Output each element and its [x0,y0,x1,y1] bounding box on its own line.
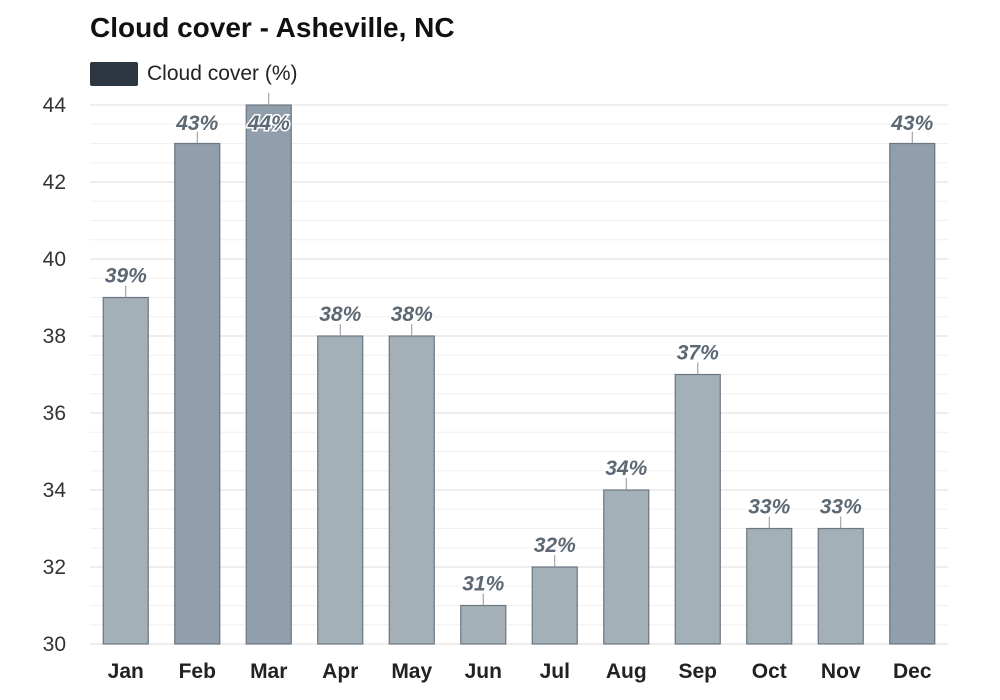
y-tick-label: 36 [43,402,66,425]
chart-title: Cloud cover - Asheville, NC [90,12,455,43]
x-tick-label: Dec [893,660,932,683]
bar [317,335,364,645]
data-label: 33% [748,496,790,519]
x-tick-label: Nov [821,660,861,683]
x-tick-label: Feb [179,660,216,683]
data-label: 31% [462,573,504,596]
data-label: 43% [890,112,933,135]
data-label: 43% [175,112,218,135]
bar [245,104,292,645]
y-tick-label: 30 [43,633,66,656]
x-tick-label: Apr [322,660,358,683]
y-tick-label: 40 [43,248,66,271]
bar [388,335,435,645]
x-tick-label: Sep [678,660,717,683]
data-label: 38% [319,303,361,326]
x-tick-label: Mar [250,660,287,683]
x-tick-label: Oct [752,660,787,683]
data-label: 34% [605,457,647,480]
legend-label: Cloud cover (%) [147,62,298,85]
legend: Cloud cover (%) [90,62,298,86]
x-tick-label: Jan [108,660,144,683]
data-label: 38% [391,303,433,326]
data-label: 44% [247,112,290,135]
legend-swatch [90,62,138,86]
y-tick-label: 44 [43,94,67,117]
y-tick-label: 32 [43,556,66,579]
bar [746,527,793,645]
x-tick-label: Aug [606,660,647,683]
data-label: 37% [677,342,719,365]
data-label: 32% [534,534,576,557]
bar [674,373,721,645]
x-tick-label: May [391,660,432,683]
y-tick-label: 42 [43,171,66,194]
bar [460,604,507,645]
bar [102,296,149,645]
x-tick-label: Jul [540,660,570,683]
bar [889,142,936,645]
bar [817,527,864,645]
bar [531,566,578,645]
bar [603,489,650,645]
y-tick-label: 34 [43,479,67,502]
x-tick-label: Jun [465,660,502,683]
data-label: 39% [105,265,147,288]
data-label: 33% [820,496,862,519]
y-tick-label: 38 [43,325,66,348]
bar [174,142,221,645]
